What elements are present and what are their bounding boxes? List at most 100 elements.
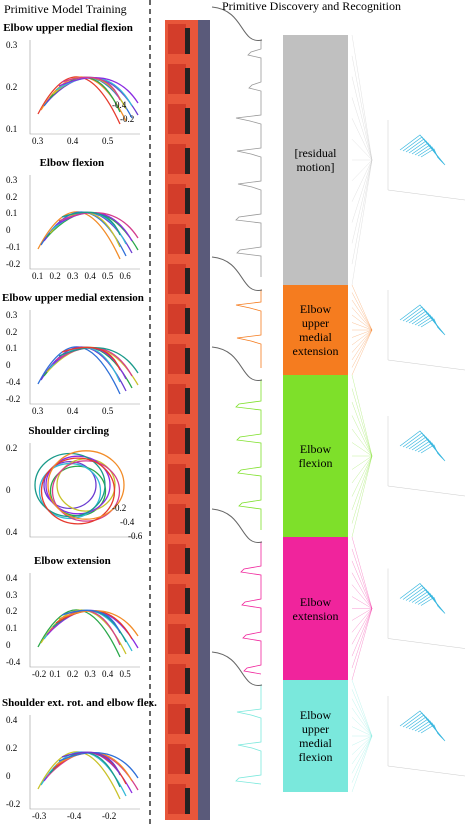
bracket [351, 608, 373, 621]
z-tick-label: -0.2 [120, 114, 135, 124]
bracket [351, 159, 373, 265]
transition [211, 6, 263, 41]
trajectory [58, 347, 139, 374]
film-frame [168, 464, 186, 494]
x-tick-label: -0.2 [102, 811, 117, 821]
segment-label: Elbow upper medial flexion [298, 708, 333, 764]
y-tick-label: 0 [6, 360, 11, 371]
film-frame [168, 704, 186, 734]
z-tick-label: -0.4 [120, 517, 135, 527]
x-tick-label: 0.5 [102, 136, 114, 146]
y-tick-label: 0.2 [6, 742, 18, 753]
pose-sketch [414, 314, 441, 331]
bracket [351, 322, 373, 331]
y-tick-label: 0.2 [6, 326, 18, 337]
y-tick-label: 0.3 [6, 175, 18, 185]
axis [29, 40, 140, 135]
x-tick-label: 0.6 [119, 271, 131, 281]
panel-title: Shoulder circling [28, 425, 109, 437]
bracket [351, 679, 373, 737]
bracket [351, 415, 373, 457]
bracket [351, 118, 373, 161]
bracket [351, 707, 373, 737]
film-figure [185, 308, 190, 334]
bracket [351, 455, 373, 470]
signal [235, 289, 262, 368]
film-figure [185, 628, 190, 654]
film-frame [168, 584, 186, 614]
right-title: Primitive Discovery and Recognition [222, 0, 401, 13]
y-tick-label: 0.4 [6, 526, 18, 537]
bracket [351, 292, 373, 331]
pose-sketch [420, 444, 439, 455]
film-frame [168, 744, 186, 774]
trajectory [47, 450, 125, 520]
pose-sketch [420, 318, 439, 329]
pose-sketch [411, 312, 442, 332]
y-tick-label: 0.4 [6, 573, 18, 583]
bracket [351, 442, 373, 457]
transition [211, 651, 263, 686]
bracket [351, 717, 373, 737]
trajectory [61, 346, 121, 371]
pose-sketch [420, 596, 439, 607]
film-figure [185, 588, 190, 614]
x-tick-label: 0.1 [49, 669, 61, 679]
y-tick-label: 0.3 [6, 589, 18, 600]
bracket [351, 735, 373, 765]
film-figure [185, 68, 190, 94]
plot-box [387, 696, 466, 777]
y-tick-label: 0 [6, 770, 11, 781]
bracket [351, 159, 373, 223]
plot-box [387, 290, 466, 371]
bracket [351, 608, 373, 669]
bracket [351, 159, 373, 244]
bracket [351, 455, 373, 497]
film-frame [168, 24, 186, 54]
film-figure [185, 788, 190, 814]
signal [235, 379, 262, 530]
bracket [351, 455, 373, 484]
y-tick-label: -0.2 [6, 798, 21, 809]
segment-block [283, 35, 348, 285]
panel-title: Elbow flexion [39, 157, 105, 169]
bracket [351, 314, 373, 331]
bracket [351, 735, 373, 793]
film-frame [168, 344, 186, 374]
trajectory [61, 76, 121, 101]
trajectory [58, 212, 139, 239]
film-figure [185, 668, 190, 694]
film-figure [185, 388, 190, 414]
bracket [351, 284, 373, 331]
bracket [351, 455, 373, 511]
segment-label: Elbow extension [292, 594, 339, 623]
segment-block [283, 375, 348, 537]
film-frame [168, 624, 186, 654]
film-frame [168, 64, 186, 94]
panel-title: Shoulder ext. rot. and elbow flex. [2, 697, 157, 709]
trajectory [61, 609, 121, 634]
bracket [351, 455, 373, 524]
pose-sketch [411, 438, 442, 458]
pose-sketch [402, 585, 445, 613]
bracket [351, 572, 373, 609]
panel-title: Elbow upper medial flexion [3, 22, 133, 34]
segment-block [283, 285, 348, 375]
film-edge [198, 20, 210, 820]
segment-label: Elbow upper medial extension [292, 302, 339, 358]
bracket [351, 560, 373, 609]
segment-block [283, 680, 348, 792]
film-frame [168, 224, 186, 254]
bracket [351, 689, 373, 737]
film-frame [168, 144, 186, 174]
panel-title: Elbow extension [34, 555, 111, 567]
bracket [351, 76, 373, 161]
y-tick-label: -0.2 [6, 393, 21, 404]
film-figure [185, 228, 190, 254]
pose-sketch [402, 712, 445, 741]
segment-block [283, 537, 348, 680]
x-tick-label: 0.4 [102, 669, 114, 679]
trajectory [40, 457, 116, 525]
bracket [351, 329, 373, 376]
film-frame [168, 304, 186, 334]
